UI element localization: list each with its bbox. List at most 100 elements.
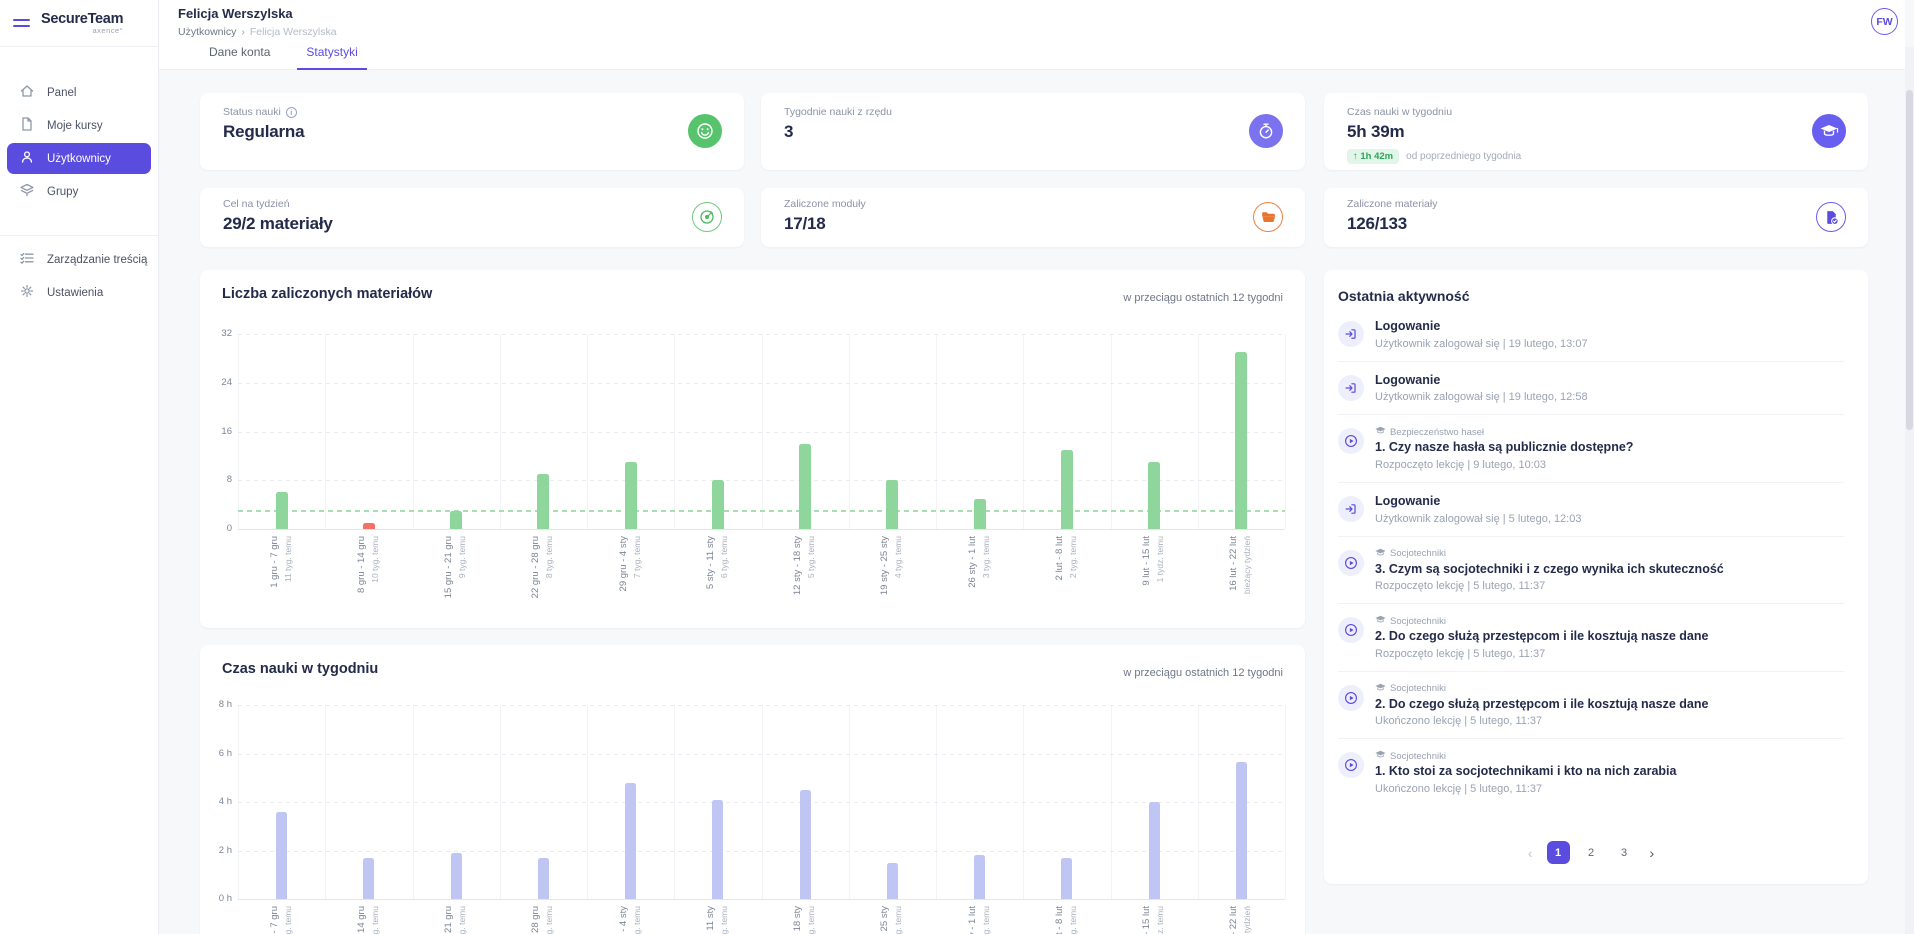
activity-item-lesson[interactable]: Socjotechniki 2. Do czego służą przestępc… [1338,672,1844,740]
stat-value: 126/133 [1347,214,1408,233]
x-axis-label: 19 sty - 25 sty [879,906,891,934]
sidebar-item-label: Ustawienia [47,286,104,299]
x-axis-sublabel: 6 tyg. temu [718,906,729,934]
bar[interactable] [276,811,288,899]
stopwatch-icon [1249,114,1283,148]
stat-card-cel-na-tydzien: Cel na tydzień 29/2 materiały [200,188,744,247]
x-axis-sublabel: 10 tyg. temu [369,536,380,583]
x-axis-label: 15 gru - 21 gru [443,906,455,934]
trend-badge: ↑ 1h 42m [1347,149,1400,164]
horizontal-gridline [238,382,1285,384]
bar[interactable] [537,474,550,529]
bar[interactable] [974,855,986,899]
bar[interactable] [886,480,899,530]
x-axis-sublabel: 2 tyg. temu [1067,536,1078,579]
bar[interactable] [624,462,637,529]
activity-item-subtitle: Ukończono lekcję | 5 lutego, 11:37 [1375,783,1543,795]
activity-item-lesson[interactable]: Socjotechniki 1. Kto stoi za socjotechnik… [1338,739,1844,806]
bar[interactable] [1235,762,1247,899]
activity-item-login[interactable]: Logowanie Użytkownik zalogował się | 19 l… [1338,308,1844,362]
x-axis-label: 5 sty - 11 sty [704,536,716,590]
stat-value: Regularna [223,122,305,141]
x-axis-label: 5 sty - 11 sty [704,906,716,934]
sidebar-item-grupy[interactable]: Grupy [7,176,151,207]
bar[interactable] [711,480,724,530]
bar[interactable] [450,852,462,899]
scrollbar-thumb[interactable] [1906,90,1913,430]
sidebar-item-uzytkownicy[interactable]: Użytkownicy [7,143,151,174]
sidebar-item-label: Moje kursy [47,119,103,132]
breadcrumb-parent[interactable]: Użytkownicy [178,26,237,38]
bar[interactable] [886,862,898,899]
x-axis-sublabel: 1 tydz. temu [1155,536,1166,583]
activity-item-lesson[interactable]: Bezpieczeństwo haseł 1. Czy nasze hasła s… [1338,415,1844,483]
topbar: Felicja Werszylska Użytkownicy › Felicja W… [159,0,1905,70]
x-axis-sublabel: 5 tyg. temu [806,536,817,579]
activity-item-lesson[interactable]: Socjotechniki 2. Do czego służą przestępc… [1338,604,1844,672]
bar[interactable] [363,857,375,899]
tab-bar: Dane konta Statystyki [200,45,367,70]
chevron-right-icon[interactable]: › [1649,844,1655,861]
x-axis-sublabel: 11 tyg. temu [282,536,293,583]
bar[interactable] [1148,462,1161,529]
bar[interactable] [450,510,463,529]
activity-list: Logowanie Użytkownik zalogował się | 19 l… [1338,308,1844,806]
bar[interactable] [1060,449,1073,529]
bar[interactable] [1061,857,1073,899]
bar[interactable] [625,782,637,899]
page-2-button[interactable]: 2 [1587,846,1595,859]
x-axis-sublabel: 8 tyg. temu [544,906,555,934]
bar[interactable] [799,443,812,529]
x-axis-sublabel: 4 tyg. temu [893,906,904,934]
breadcrumb: Użytkownicy › Felicja Werszylska [178,26,337,38]
sidebar-item-ustawienia[interactable]: Ustawienia [7,277,151,308]
bar[interactable] [712,799,724,899]
chart-period-label: w przeciągu ostatnich 12 tygodni [1123,292,1283,304]
sidebar-item-label: Użytkownicy [47,152,111,165]
info-icon[interactable]: i [285,106,297,118]
tab-dane-konta[interactable]: Dane konta [209,45,271,59]
sidebar-item-moje-kursy[interactable]: Moje kursy [7,110,151,141]
bar[interactable] [537,857,549,899]
chevron-left-icon[interactable]: ‹ [1527,844,1533,861]
bar[interactable] [1235,352,1248,529]
scrollbar-track[interactable] [1905,47,1914,934]
bar[interactable] [1148,802,1160,899]
activity-item-title: Logowanie [1375,493,1441,508]
hamburger-menu-icon[interactable] [13,15,30,32]
sidebar-item-panel[interactable]: Panel [7,77,151,108]
x-axis-label: 8 gru - 14 gru [356,906,368,934]
tab-statystyki[interactable]: Statystyki [297,45,367,70]
activity-item-body: Logowanie Użytkownik zalogował się | 5 lu… [1375,494,1581,525]
x-axis-label: 22 gru - 28 gru [530,536,542,599]
bar[interactable] [362,522,375,529]
page-1-button[interactable]: 1 [1546,841,1570,864]
activity-item-title: Logowanie [1375,372,1441,387]
activity-item-login[interactable]: Logowanie Użytkownik zalogował się | 5 lu… [1338,483,1844,537]
logo[interactable]: SecureTeam axence° [41,11,123,35]
sidebar-item-label: Panel [47,86,77,99]
y-axis-tick-label: 16 [221,425,232,437]
sidebar-item-zarzadzanie-trescia[interactable]: Zarządzanie treścią [7,244,151,275]
y-axis-tick-label: 6 h [218,747,232,759]
graduation-cap-icon [1375,426,1386,438]
sidebar-nav: Panel Moje kursy Użytkownicy Grupy Zarzą… [0,47,158,308]
activity-item-lesson[interactable]: Socjotechniki 3. Czym są socjotechniki i … [1338,537,1844,605]
x-axis-sublabel: 7 tyg. temu [631,536,642,579]
bar[interactable] [275,492,288,529]
pagination: ‹ 1 2 3 › [1338,831,1844,870]
x-axis-sublabel: 10 tyg. temu [369,906,380,934]
activity-item-login[interactable]: Logowanie Użytkownik zalogował się | 19 l… [1338,362,1844,416]
avatar[interactable]: FW [1871,8,1898,35]
x-axis-label: 19 sty - 25 sty [879,536,891,596]
stat-label: Czas nauki w tygodniu [1347,106,1453,118]
bar[interactable] [799,789,811,899]
activity-category-label: Socjotechniki [1390,548,1446,559]
x-axis-label: 2 lut - 8 lut [1053,906,1065,934]
chart-period-label: w przeciągu ostatnich 12 tygodni [1123,667,1283,679]
page-3-button[interactable]: 3 [1620,846,1628,859]
bar[interactable] [973,498,986,529]
play-circle-icon [1338,428,1364,455]
x-axis-sublabel: bieżący tydzień [1242,906,1254,934]
stat-value: 3 [784,122,794,141]
